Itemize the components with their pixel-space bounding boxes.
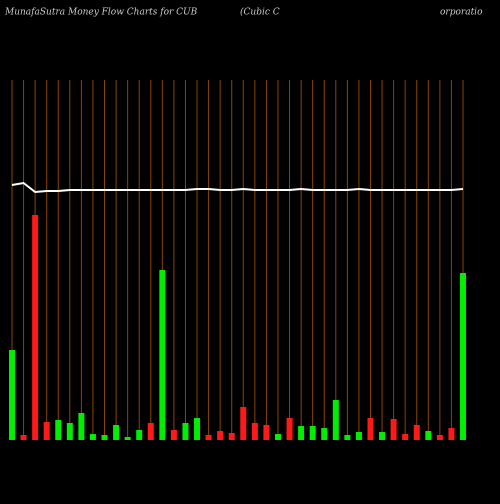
bar <box>286 418 293 440</box>
bar <box>298 426 305 440</box>
bar <box>460 273 466 440</box>
bar <box>55 420 62 440</box>
bar <box>251 423 258 440</box>
bar <box>182 423 189 440</box>
bar <box>355 432 362 440</box>
line <box>11 181 464 194</box>
bar <box>159 270 166 440</box>
bar <box>101 435 108 440</box>
bar <box>240 407 247 440</box>
bar <box>20 435 27 440</box>
bar <box>390 419 397 440</box>
bar <box>448 428 455 440</box>
bar <box>367 418 374 440</box>
bar <box>274 434 281 440</box>
bar <box>344 435 351 440</box>
bar <box>32 215 39 440</box>
bar <box>147 423 154 440</box>
bar <box>9 350 15 440</box>
bar <box>217 431 224 440</box>
bar <box>43 422 50 440</box>
bar <box>194 418 201 440</box>
bar <box>379 432 386 440</box>
bar <box>228 433 235 440</box>
bar <box>136 430 143 440</box>
chart-title: MunafaSutra Money Flow Charts for CUB <box>4 8 198 18</box>
bar <box>402 434 409 440</box>
chart-subtitle: orporatio <box>440 8 483 18</box>
bar <box>66 423 73 440</box>
bar <box>436 435 443 440</box>
bar <box>124 437 131 440</box>
bar <box>332 400 339 440</box>
bar <box>78 413 85 440</box>
bar <box>425 431 432 440</box>
bar <box>413 425 420 440</box>
bar <box>321 428 328 440</box>
bar <box>89 434 96 440</box>
bar <box>113 425 120 440</box>
chart-subtitle: (Cubic C <box>240 7 280 18</box>
bar <box>263 425 270 440</box>
bar <box>205 435 212 440</box>
bar <box>170 430 177 440</box>
bar <box>309 426 316 440</box>
